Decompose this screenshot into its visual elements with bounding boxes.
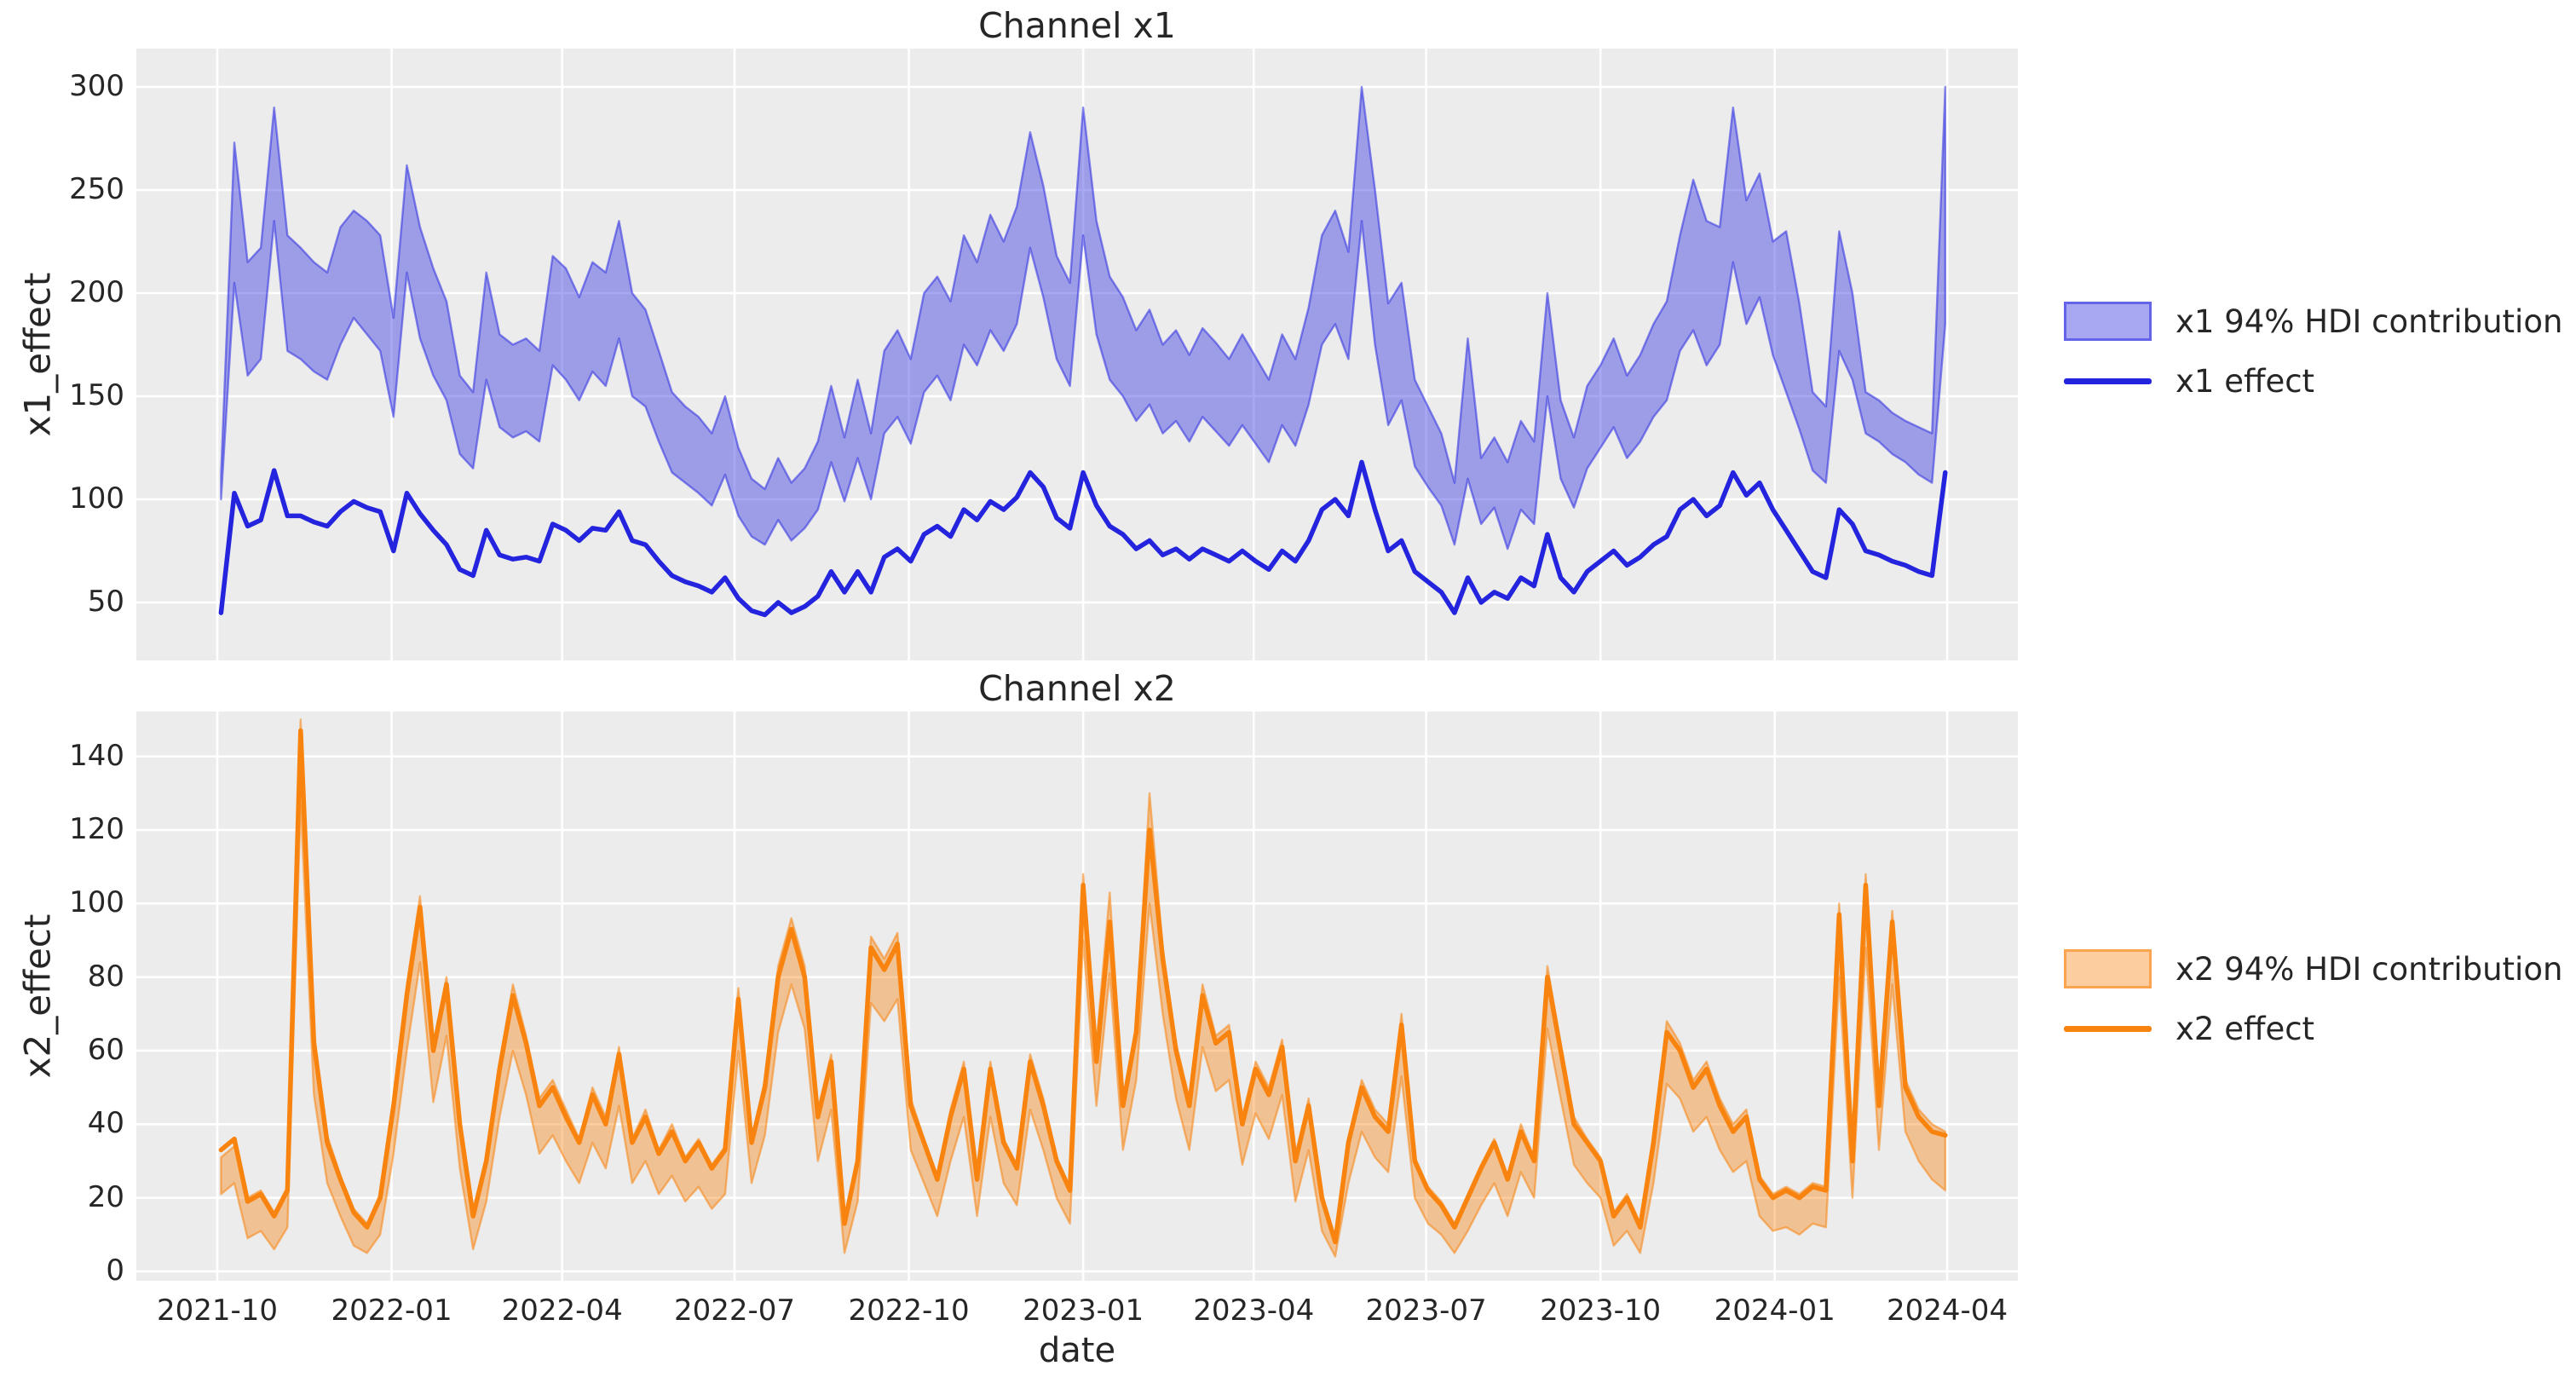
x-tick-label: 2024-01 bbox=[1714, 1294, 1835, 1328]
x2-y-tick-label: 120 bbox=[69, 811, 124, 846]
x-axis-label: date bbox=[1038, 1331, 1116, 1370]
legend-label-x2-hdi: x2 94% HDI contribution bbox=[2175, 950, 2563, 988]
x-tick-label: 2024-04 bbox=[1887, 1294, 2008, 1328]
x1-y-tick-label: 200 bbox=[69, 275, 124, 309]
x1-y-tick-label: 150 bbox=[69, 378, 124, 412]
subplot-x2-title: Channel x2 bbox=[978, 668, 1176, 709]
x2-hdi-band-swatch bbox=[2064, 949, 2152, 988]
legend-x2: x2 94% HDI contribution x2 effect bbox=[2064, 948, 2562, 1050]
x-tick-label: 2023-04 bbox=[1193, 1294, 1315, 1328]
x-tick-label: 2022-01 bbox=[331, 1294, 452, 1328]
legend-label-x1-effect: x1 effect bbox=[2175, 362, 2315, 400]
legend-label-x1-hdi: x1 94% HDI contribution bbox=[2175, 303, 2563, 340]
x-tick-label: 2022-10 bbox=[848, 1294, 970, 1328]
x-tick-label: 2023-01 bbox=[1023, 1294, 1144, 1328]
x1-y-tick-label: 50 bbox=[87, 585, 124, 619]
subplot-x1-title: Channel x1 bbox=[978, 5, 1176, 46]
x2-effect-line-swatch bbox=[2064, 1025, 2152, 1032]
legend-row-x2-hdi: x2 94% HDI contribution bbox=[2064, 948, 2562, 990]
x1-effect-line-swatch bbox=[2064, 377, 2152, 384]
x1-y-tick-label: 100 bbox=[69, 481, 124, 516]
legend-row-x1-hdi: x1 94% HDI contribution bbox=[2064, 300, 2562, 343]
x2-line-swatch-wrap bbox=[2064, 1025, 2152, 1032]
x1-hdi-band-swatch bbox=[2064, 302, 2152, 341]
x2-y-tick-label: 100 bbox=[69, 885, 124, 920]
x2-y-tick-label: 140 bbox=[69, 738, 124, 773]
x1-effect-line bbox=[218, 459, 1948, 618]
x2-y-tick-label: 80 bbox=[87, 959, 124, 994]
x1-y-tick-label: 300 bbox=[69, 69, 124, 103]
x2-y-tick-label: 60 bbox=[87, 1032, 124, 1067]
x1-line-swatch-wrap bbox=[2064, 377, 2152, 384]
x1-hdi-band bbox=[220, 85, 1947, 550]
x-tick-label: 2023-10 bbox=[1540, 1294, 1662, 1328]
x-tick-label: 2022-07 bbox=[673, 1294, 796, 1328]
x2-y-tick-label: 20 bbox=[87, 1179, 124, 1214]
x1-y-tick-label: 250 bbox=[69, 172, 124, 206]
legend-label-x2-effect: x2 effect bbox=[2175, 1010, 2315, 1047]
x2-y-tick-label: 40 bbox=[87, 1106, 124, 1141]
x2-hdi-band bbox=[220, 718, 1947, 1258]
x-tick-label: 2021-10 bbox=[156, 1294, 279, 1328]
legend-row-x1-effect: x1 effect bbox=[2064, 360, 2562, 402]
x2-y-tick-label: 0 bbox=[106, 1253, 124, 1288]
legend-row-x2-effect: x2 effect bbox=[2064, 1007, 2562, 1050]
legend-x1: x1 94% HDI contribution x1 effect bbox=[2064, 300, 2562, 402]
x-tick-label: 2022-04 bbox=[501, 1294, 623, 1328]
x2-effect-line bbox=[218, 728, 1948, 1245]
plot-area-x1 bbox=[136, 49, 2018, 660]
x-tick-label: 2023-07 bbox=[1365, 1294, 1487, 1328]
